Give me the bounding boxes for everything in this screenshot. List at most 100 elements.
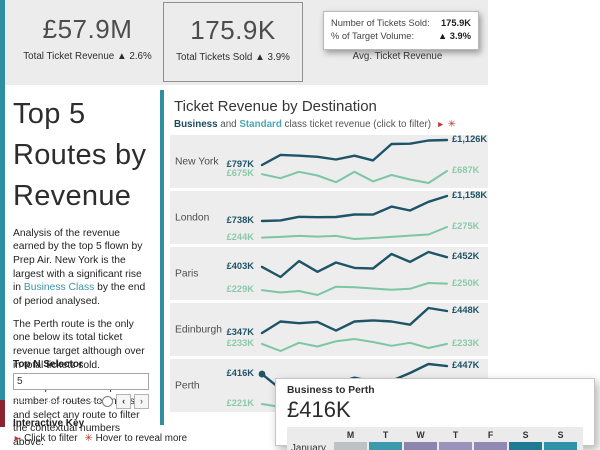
calendar-cell[interactable] — [544, 442, 577, 450]
destination-band-new-york: New York £797K £1,126K £675K £687K — [170, 134, 488, 188]
revenue-sparkline-svg — [260, 194, 449, 240]
calendar-cell[interactable] — [369, 442, 402, 450]
destination-label[interactable]: London — [175, 212, 210, 223]
end-value-label: £687K — [452, 165, 480, 175]
slider-decrement-button[interactable]: ‹ — [116, 394, 132, 409]
standard-line-london[interactable] — [261, 226, 448, 240]
slider-handle[interactable] — [102, 396, 114, 407]
destination-label[interactable]: Edinburgh — [175, 324, 222, 335]
tooltip-route-title: Business to Perth — [287, 385, 375, 396]
end-value-label: £1,158K — [452, 190, 488, 200]
revenue-sparkline-svg — [260, 306, 449, 352]
left-accent-strip-red — [0, 400, 5, 427]
destination-band-edinburgh: Edinburgh £347K £448K £233K £233K — [170, 303, 488, 356]
tooltip-row: Number of Tickets Sold: 175.9K — [331, 18, 471, 28]
start-value-label: £738K — [226, 215, 254, 225]
chart-subtitle: Business and Standard class ticket reven… — [174, 119, 457, 130]
interactive-key: Interactive Key ► Click to filter ✳ Hove… — [13, 418, 187, 444]
delta-up: ▲ 3.9% — [255, 52, 290, 63]
slider-track[interactable] — [13, 401, 105, 402]
subtitle-business[interactable]: Business — [174, 119, 218, 130]
chart-title: Ticket Revenue by Destination — [174, 98, 377, 115]
start-value-label: £403K — [226, 260, 254, 271]
tooltip-row: % of Target Volume: ▲ 3.9% — [331, 31, 471, 42]
page-title: Top 5 Routes by Revenue — [13, 98, 147, 213]
kpi-revenue-caption: Total Ticket Revenue ▲ 2.6% — [23, 51, 152, 62]
calendar-cell[interactable] — [334, 442, 367, 450]
kpi-revenue-value: £57.9M — [42, 14, 133, 44]
end-value-label: £275K — [452, 221, 480, 231]
destination-label[interactable]: Paris — [175, 268, 199, 279]
standard-line-new-york[interactable] — [261, 170, 448, 184]
sidebar: Top 5 Routes by Revenue Analysis of the … — [5, 90, 187, 448]
destination-label[interactable]: New York — [175, 156, 219, 167]
tooltip-revenue-value: £416K — [287, 397, 351, 422]
end-value-label: £447K — [452, 360, 480, 371]
end-value-label: £448K — [452, 305, 480, 316]
end-value-label: £250K — [452, 277, 480, 288]
end-value-label: £233K — [452, 337, 480, 348]
subtitle-standard[interactable]: Standard — [239, 119, 282, 130]
kpi-avg-revenue-caption: Avg. Ticket Revenue — [352, 51, 443, 62]
start-value-label: £675K — [226, 168, 254, 179]
hover-asterisk-icon: ✳ — [84, 433, 93, 444]
calendar-cell[interactable] — [509, 442, 542, 450]
delta-up: ▲ 2.6% — [116, 51, 152, 62]
calendar-day-header: M — [346, 430, 355, 440]
calendar-month-label: January — [291, 443, 326, 450]
calendar-day-header: S — [557, 430, 564, 440]
start-value-label: £797K — [226, 159, 254, 169]
revenue-sparkline-svg — [260, 138, 449, 184]
filter-play-icon: ► — [436, 119, 445, 129]
destination-label[interactable]: Perth — [175, 380, 200, 391]
topn-slider: ‹ › — [13, 394, 149, 409]
standard-line-edinburgh[interactable] — [261, 338, 448, 352]
topn-selector-label: Top N Selector — [13, 359, 83, 370]
kpi-hover-tooltip: Number of Tickets Sold: 175.9K % of Targe… — [323, 11, 479, 50]
key-click-to-filter: ► Click to filter — [13, 433, 78, 444]
mark-hover-tooltip: Business to Perth £416K January M T W T F S S — [275, 378, 595, 450]
calendar-cell[interactable] — [439, 442, 472, 450]
slider-increment-button[interactable]: › — [134, 394, 149, 409]
calendar-day-header: T — [452, 430, 459, 440]
kpi-band: £57.9M Total Ticket Revenue ▲ 2.6% 175.9… — [5, 0, 488, 85]
calendar-cell[interactable] — [404, 442, 437, 450]
calendar-day-header: T — [382, 430, 389, 440]
analysis-paragraph-2: The Perth route is the only one below it… — [13, 318, 145, 371]
calendar-day-header: F — [487, 430, 494, 440]
calendar-day-header: S — [522, 430, 529, 440]
end-value-label: £452K — [452, 251, 480, 262]
destination-band-paris: Paris £403K £452K £229K £250K — [170, 247, 488, 300]
interactive-key-label: Interactive Key — [13, 418, 85, 429]
business-line-paris[interactable] — [260, 250, 449, 279]
calendar-cell[interactable] — [474, 442, 507, 450]
hovered-mark-dot[interactable] — [258, 370, 266, 378]
revenue-sparkline-svg — [260, 250, 449, 296]
start-value-label: £347K — [226, 327, 254, 337]
hover-asterisk-icon: ✳ — [447, 119, 457, 130]
topn-input[interactable] — [13, 373, 149, 390]
kpi-tickets-caption: Total Tickets Sold ▲ 3.9% — [176, 52, 290, 63]
topn-controls: Top N Selector ‹ › Interactive Key ► Cli… — [13, 359, 187, 444]
calendar-day-header: W — [416, 430, 425, 440]
business-line-london[interactable] — [260, 194, 449, 223]
business-line-edinburgh[interactable] — [260, 306, 449, 335]
standard-line-paris[interactable] — [261, 282, 448, 296]
filter-play-icon: ► — [13, 433, 22, 443]
calendar-heatmap: January M T W T F S S — [287, 427, 583, 450]
start-value-label: £244K — [226, 231, 254, 242]
kpi-total-revenue[interactable]: £57.9M Total Ticket Revenue ▲ 2.6% — [15, 14, 160, 62]
left-accent-strip — [0, 0, 5, 400]
start-value-label: £221K — [226, 398, 254, 408]
business-class-link[interactable]: Business Class — [23, 282, 95, 294]
calendar-cells — [334, 442, 579, 450]
business-line-new-york[interactable] — [260, 138, 449, 167]
end-value-label: £1,126K — [452, 134, 488, 144]
kpi-total-tickets[interactable]: 175.9K Total Tickets Sold ▲ 3.9% — [163, 2, 303, 82]
analysis-paragraph-1: Analysis of the revenue earned by the to… — [13, 227, 146, 307]
kpi-tickets-value: 175.9K — [190, 15, 276, 45]
destination-band-london: London £738K £1,158K £244K £275K — [170, 190, 488, 244]
start-value-label: £416K — [226, 368, 254, 379]
